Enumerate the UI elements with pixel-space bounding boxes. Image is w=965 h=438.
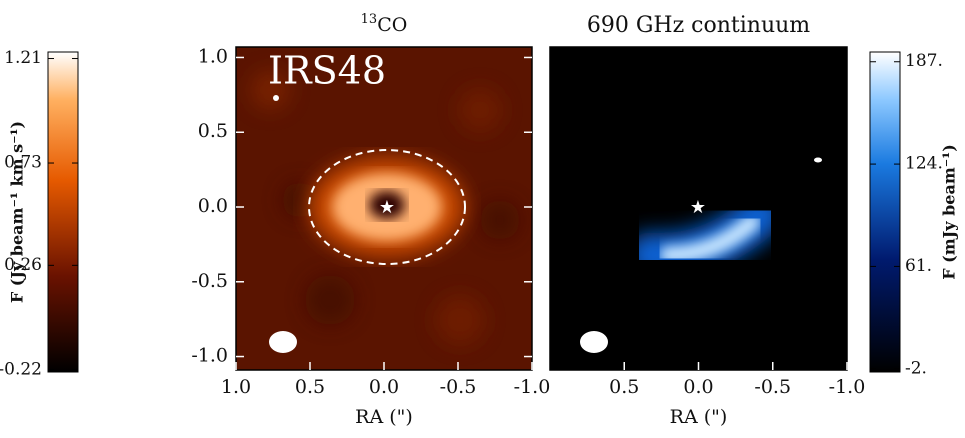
colorbar-tick-label: 124.	[905, 154, 943, 174]
colorbar	[870, 52, 900, 372]
x-tick-label: 0.0	[369, 376, 399, 398]
colorbar-tick-label: -0.22	[0, 359, 42, 379]
x-tick-label: 0.0	[683, 376, 713, 398]
y-tick-label: -0.5	[191, 270, 228, 292]
co-map: ★	[236, 47, 532, 370]
y-tick-label: 0.5	[198, 120, 228, 142]
x-tick-label: -0.5	[754, 376, 791, 398]
x-tick-label: 0.5	[295, 376, 325, 398]
x-axis-label: RA (")	[670, 406, 728, 428]
colorbar-tick-label: -2.	[905, 358, 927, 378]
title-superscript: 13	[361, 12, 378, 27]
y-tick-label: -1.0	[191, 345, 228, 367]
panel-title: 690 GHz continuum	[587, 13, 810, 38]
y-tick-label: 0.0	[198, 195, 228, 217]
colorbar-tick-label: 1.21	[4, 48, 42, 68]
colorbar-label: F (mJy beam⁻¹)	[940, 144, 959, 280]
x-tick-label: -0.5	[440, 376, 477, 398]
x-axis-label: RA (")	[355, 406, 413, 428]
x-tick-label: 1.0	[221, 376, 251, 398]
figure: ★ ★ 13CO IRS48 RA (") 1.0 0.5 0.0 -0.5 -1.0 1.0 0…	[0, 0, 965, 434]
x-tick-label: -1.0	[514, 376, 551, 398]
svg-text:★: ★	[690, 197, 706, 218]
title-text: CO	[377, 14, 407, 36]
annotation: IRS48	[268, 49, 386, 93]
colorbar	[48, 52, 78, 372]
continuum-map: ★	[550, 47, 847, 370]
svg-text:★: ★	[379, 197, 395, 218]
colorbar-tick-label: 61.	[905, 256, 932, 276]
x-tick-label: 0.5	[609, 376, 639, 398]
colorbar-label: F (Jy beam⁻¹ km s⁻¹)	[8, 121, 27, 303]
x-tick-label: -1.0	[829, 376, 866, 398]
colorbar-tick-label: 187.	[905, 51, 943, 71]
y-tick-label: 1.0	[198, 45, 228, 67]
panel-title: 13CO	[361, 12, 408, 37]
